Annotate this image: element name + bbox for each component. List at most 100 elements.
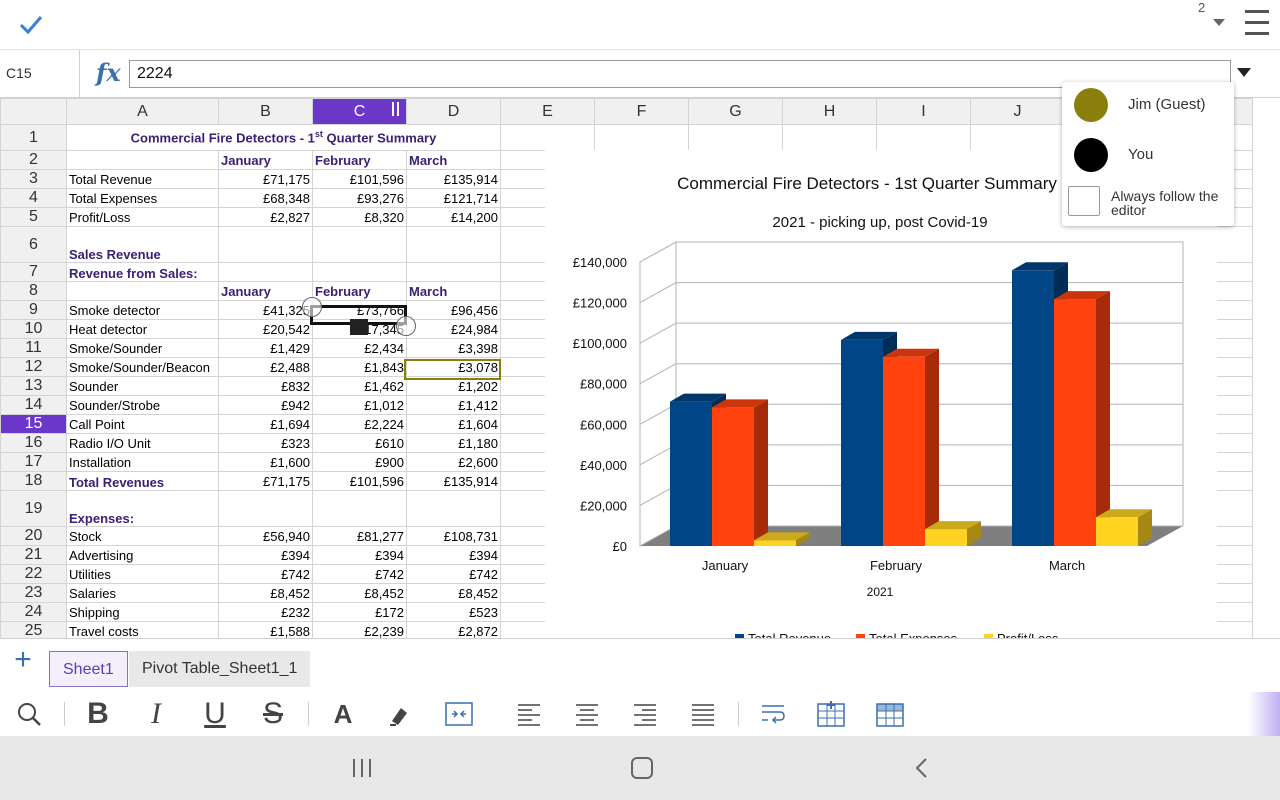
- cell-c18[interactable]: £101,596: [312, 471, 407, 491]
- cell-b14[interactable]: £942: [218, 395, 313, 415]
- cell-a12[interactable]: Smoke/Sounder/Beacon: [66, 357, 219, 377]
- cell-c11[interactable]: £2,434: [312, 338, 407, 358]
- cell-d22[interactable]: £742: [406, 564, 501, 584]
- row-header-8[interactable]: 8: [0, 281, 67, 301]
- cell-a25[interactable]: Travel costs: [66, 621, 219, 638]
- cell-c17[interactable]: £900: [312, 452, 407, 472]
- cell-a20[interactable]: Stock: [66, 526, 219, 546]
- cell-a17[interactable]: Installation: [66, 452, 219, 472]
- cell-c15[interactable]: £2,224: [312, 414, 407, 434]
- cell-c14[interactable]: £1,012: [312, 395, 407, 415]
- column-header-a[interactable]: A: [66, 98, 219, 125]
- cell-b24[interactable]: £232: [218, 602, 313, 622]
- cell-b8[interactable]: January: [218, 281, 313, 301]
- cell-a5[interactable]: Profit/Loss: [66, 207, 219, 227]
- cell-d8[interactable]: March: [406, 281, 501, 301]
- cell-c21[interactable]: £394: [312, 545, 407, 565]
- cell-d18[interactable]: £135,914: [406, 471, 501, 491]
- cell-d7[interactable]: [406, 262, 501, 282]
- cell-d20[interactable]: £108,731: [406, 526, 501, 546]
- add-sheet-icon[interactable]: +: [14, 643, 32, 676]
- row-header-7[interactable]: 7: [0, 262, 67, 282]
- row-header-9[interactable]: 9: [0, 300, 67, 320]
- cell-a19[interactable]: Expenses:: [66, 490, 219, 527]
- row-header-18[interactable]: 18: [0, 471, 67, 491]
- row-header-21[interactable]: 21: [0, 545, 67, 565]
- cell-d21[interactable]: £394: [406, 545, 501, 565]
- cell-d9[interactable]: £96,456: [406, 300, 501, 320]
- align-right-icon[interactable]: [627, 696, 663, 732]
- cell-b5[interactable]: £2,827: [218, 207, 313, 227]
- cell-b6[interactable]: [218, 226, 313, 263]
- row-header-2[interactable]: 2: [0, 150, 67, 170]
- row-header-17[interactable]: 17: [0, 452, 67, 472]
- cell-c20[interactable]: £81,277: [312, 526, 407, 546]
- cell-c22[interactable]: £742: [312, 564, 407, 584]
- expand-formula-icon[interactable]: [1237, 68, 1251, 77]
- checkmark-icon[interactable]: [18, 12, 44, 38]
- row-header-23[interactable]: 23: [0, 583, 67, 603]
- recent-apps-icon[interactable]: [350, 757, 374, 779]
- cell-c24[interactable]: £172: [312, 602, 407, 622]
- cell-b2[interactable]: January: [218, 150, 313, 170]
- row-header-11[interactable]: 11: [0, 338, 67, 358]
- cell-b16[interactable]: £323: [218, 433, 313, 453]
- row-header-25[interactable]: 25: [0, 621, 67, 638]
- cell-c25[interactable]: £2,239: [312, 621, 407, 638]
- cell-c9[interactable]: £73,766: [312, 300, 407, 320]
- cell-d24[interactable]: £523: [406, 602, 501, 622]
- cell-d16[interactable]: £1,180: [406, 433, 501, 453]
- row-header-15[interactable]: 15: [0, 414, 67, 434]
- column-header-f[interactable]: F: [594, 98, 689, 125]
- underline-icon[interactable]: U: [204, 697, 226, 730]
- row-header-10[interactable]: 10: [0, 319, 67, 339]
- cell-a8[interactable]: [66, 281, 219, 301]
- cell-a2[interactable]: [66, 150, 219, 170]
- cell-b20[interactable]: £56,940: [218, 526, 313, 546]
- function-icon[interactable]: fx: [96, 58, 121, 87]
- cell-b12[interactable]: £2,488: [218, 357, 313, 377]
- home-icon[interactable]: [630, 756, 654, 780]
- cell-a24[interactable]: Shipping: [66, 602, 219, 622]
- cell-c6[interactable]: [312, 226, 407, 263]
- cell-a7[interactable]: Revenue from Sales:: [66, 262, 219, 282]
- empty-cell[interactable]: [876, 124, 971, 151]
- cell-d19[interactable]: [406, 490, 501, 527]
- cell-a13[interactable]: Sounder: [66, 376, 219, 396]
- cell-b9[interactable]: £41,325: [218, 300, 313, 320]
- column-header-c[interactable]: C: [312, 98, 407, 125]
- cell-d5[interactable]: £14,200: [406, 207, 501, 227]
- cell-b3[interactable]: £71,175: [218, 169, 313, 189]
- cell-c19[interactable]: [312, 490, 407, 527]
- cell-reference-box[interactable]: C15: [0, 50, 80, 98]
- cell-c3[interactable]: £101,596: [312, 169, 407, 189]
- cell-a21[interactable]: Advertising: [66, 545, 219, 565]
- row-header-20[interactable]: 20: [0, 526, 67, 546]
- user-item-you[interactable]: You: [1074, 138, 1234, 172]
- empty-cell[interactable]: [782, 124, 877, 151]
- cell-b13[interactable]: £832: [218, 376, 313, 396]
- cell-a18[interactable]: Total Revenues: [66, 471, 219, 491]
- cell-c4[interactable]: £93,276: [312, 188, 407, 208]
- corner-cell[interactable]: [0, 98, 67, 125]
- wrap-text-icon[interactable]: [755, 696, 791, 732]
- cell-b11[interactable]: £1,429: [218, 338, 313, 358]
- cell-c2[interactable]: February: [312, 150, 407, 170]
- empty-cell[interactable]: [970, 124, 1065, 151]
- row-header-4[interactable]: 4: [0, 188, 67, 208]
- cell-a4[interactable]: Total Expenses: [66, 188, 219, 208]
- merge-cells-icon[interactable]: [441, 696, 477, 732]
- bar-chart[interactable]: Commercial Fire Detectors - 1st Quarter …: [545, 150, 1217, 638]
- row-header-5[interactable]: 5: [0, 207, 67, 227]
- justify-icon[interactable]: [685, 696, 721, 732]
- cell-a14[interactable]: Sounder/Strobe: [66, 395, 219, 415]
- cell-d13[interactable]: £1,202: [406, 376, 501, 396]
- insert-column-icon[interactable]: [872, 696, 908, 732]
- selection-handle-start[interactable]: [302, 297, 322, 317]
- empty-cell[interactable]: [500, 124, 595, 151]
- column-resize-icon[interactable]: [392, 102, 402, 116]
- column-header-b[interactable]: B: [218, 98, 313, 125]
- cell-a15[interactable]: Call Point: [66, 414, 219, 434]
- strikethrough-icon[interactable]: S: [262, 697, 283, 730]
- cell-d3[interactable]: £135,914: [406, 169, 501, 189]
